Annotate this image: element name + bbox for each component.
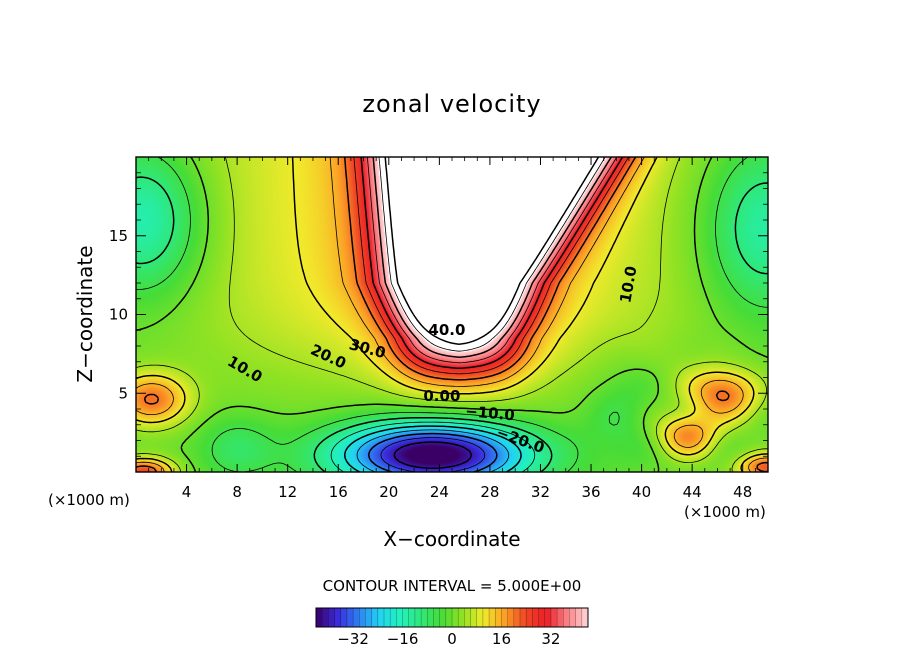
contour-line [136,157,768,472]
x-tick-label: 40 [632,483,651,501]
y-tick-label: 15 [109,227,128,245]
contour-line [136,157,768,472]
x-axis-label: X−coordinate [383,527,520,551]
x-tick-label: 4 [182,483,192,501]
contour-line [343,425,522,472]
contour-line [136,176,768,472]
contour-label: 0.00 [423,387,460,405]
contour-line [356,429,510,472]
velocity-field [136,157,768,472]
x-units-left: (×1000 m) [48,491,130,509]
contour-line [384,157,600,345]
contour-line [136,157,768,472]
contour-line [353,157,630,375]
x-units-right: (×1000 m) [684,503,766,521]
contour-line [136,157,768,472]
contour-line [367,157,618,364]
y-tick-label: 5 [118,384,128,402]
x-tick-label: 8 [232,483,242,501]
x-tick-label: 12 [278,483,297,501]
chart-title: zonal velocity [362,90,541,118]
x-tick-label: 20 [379,483,398,501]
colorbar-frame [315,607,589,628]
contour-label: −10.0 [464,402,515,424]
contour-label: 40.0 [428,321,465,339]
x-axis: 4 8 12 16 20 24 28 32 36 40 44 48 [148,157,756,501]
colorbar [316,608,588,627]
x-tick-label: 28 [480,483,499,501]
colorbar-tick-label: −16 [387,630,419,648]
x-tick-label: 16 [329,483,348,501]
x-tick-label: 32 [531,483,550,501]
x-tick-label: 48 [733,483,752,501]
contour-line [378,157,606,352]
contour-interval-text: CONTOUR INTERVAL = 5.000E+00 [323,577,582,595]
y-axis: 5 10 15 [109,172,768,457]
colorbar-ticks: −32 −16 0 16 32 [321,608,583,648]
contour-line [393,441,473,469]
contour-line [330,421,536,472]
x-tick-label: 36 [581,483,600,501]
y-axis-label: Z−coordinate [73,245,97,382]
contour-line [136,157,768,472]
colorbar-tick-label: 32 [541,630,560,648]
y-tick-label: 10 [109,306,128,324]
contour-line [136,157,768,472]
contour-lines [136,157,768,472]
colorbar-tick-label: −32 [337,630,369,648]
contour-line [360,157,624,370]
colorbar-tick-label: 0 [447,630,457,648]
x-tick-label: 44 [683,483,702,501]
x-tick-label: 24 [430,483,449,501]
contour-line [372,157,612,358]
contour-line [367,432,498,472]
colorbar-tick-label: 16 [492,630,511,648]
